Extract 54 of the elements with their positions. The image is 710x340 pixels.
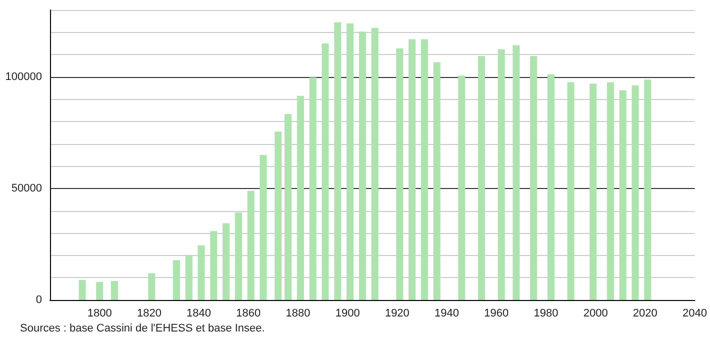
bar bbox=[590, 84, 597, 300]
bar bbox=[512, 45, 520, 300]
bar bbox=[478, 56, 485, 300]
bar bbox=[274, 132, 282, 300]
bar bbox=[458, 76, 466, 300]
x-tick-label: 2040 bbox=[682, 308, 708, 320]
x-tick-label: 2000 bbox=[583, 308, 608, 320]
bar bbox=[284, 114, 292, 300]
bar bbox=[567, 82, 574, 300]
x-tick-label: 1800 bbox=[87, 308, 112, 320]
bar bbox=[309, 77, 316, 300]
bar bbox=[148, 273, 156, 300]
x-tick-label: 1920 bbox=[384, 308, 410, 320]
bar bbox=[346, 23, 354, 300]
x-tick-label: 1960 bbox=[484, 308, 509, 320]
bar bbox=[408, 39, 416, 300]
bar bbox=[632, 85, 639, 300]
bar bbox=[96, 282, 104, 300]
bar bbox=[371, 28, 378, 300]
x-tick-label: 1980 bbox=[534, 308, 558, 320]
bar bbox=[396, 48, 404, 300]
bar bbox=[172, 260, 180, 300]
bar bbox=[185, 255, 192, 300]
x-tick-label: 1940 bbox=[434, 308, 460, 320]
bar bbox=[110, 281, 118, 300]
y-tick-label: 50000 bbox=[11, 182, 42, 194]
x-tick-label: 1860 bbox=[236, 308, 261, 320]
bar bbox=[322, 43, 329, 300]
x-tick-label: 1900 bbox=[335, 308, 360, 320]
bar bbox=[433, 62, 440, 300]
bar bbox=[420, 39, 428, 300]
bar bbox=[606, 82, 614, 300]
bar bbox=[78, 280, 86, 300]
x-tick-label: 1840 bbox=[186, 308, 212, 320]
bar bbox=[619, 90, 626, 300]
y-tick-label: 0 bbox=[36, 294, 42, 306]
bar bbox=[358, 32, 366, 300]
bar bbox=[222, 223, 230, 300]
bar bbox=[198, 245, 205, 300]
bar bbox=[498, 49, 505, 300]
bar bbox=[530, 56, 538, 300]
x-tick-label: 2020 bbox=[632, 308, 658, 320]
x-tick-label: 1880 bbox=[286, 308, 310, 320]
bar bbox=[260, 155, 267, 300]
bar bbox=[334, 22, 342, 300]
bar bbox=[644, 80, 652, 300]
bar bbox=[210, 231, 218, 300]
bar bbox=[547, 74, 554, 300]
bar bbox=[296, 96, 304, 300]
x-tick-label: 1820 bbox=[136, 308, 162, 320]
y-tick-label: 100000 bbox=[5, 70, 42, 83]
bar bbox=[247, 190, 254, 300]
source-note: Sources : base Cassini de l'EHESS et base Insee. bbox=[20, 322, 265, 334]
bar bbox=[234, 212, 242, 300]
